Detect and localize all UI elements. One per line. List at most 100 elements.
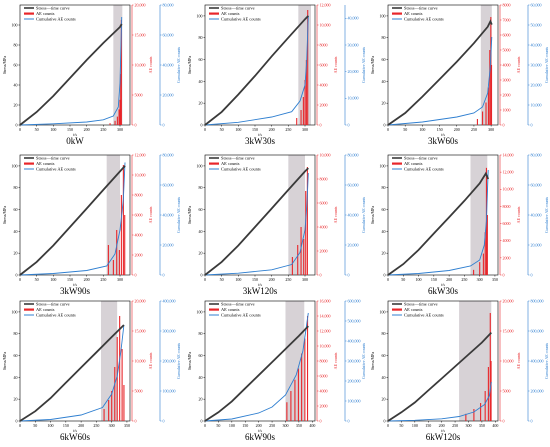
x-tick-label: 0	[387, 423, 389, 428]
x-tick-label: 100	[419, 127, 425, 132]
ae-bar-2	[480, 403, 482, 421]
x-axis-label: t/s	[441, 428, 445, 433]
stress-tick-label: 40	[14, 82, 18, 87]
ae-bar-3	[484, 391, 486, 421]
x-axis-label: t/s	[258, 132, 262, 137]
x-tick-label: 200	[78, 423, 84, 428]
ae-tick-label: 4000	[503, 238, 511, 243]
ae-bar-4	[301, 353, 303, 421]
chart-svg: 0 20 40 60 80 100 Stress/MPa 0 50 100 150 200 250 300…	[187, 298, 366, 442]
stress-tick-label: 80	[14, 331, 18, 336]
x-tick-label: 300	[465, 423, 471, 428]
stress-tick-label: 80	[14, 42, 18, 47]
x-tick-label: 150	[67, 127, 73, 132]
x-tick-label: 0	[387, 127, 389, 132]
cum-tick-label: 600,000	[348, 298, 361, 304]
cum-tick-label: 40,000	[348, 212, 359, 218]
ae-tick-label: 14,000	[320, 313, 331, 319]
failure-band	[459, 301, 492, 421]
cum-tick-label: 500,000	[348, 318, 361, 324]
ae-bar-6	[490, 361, 492, 421]
ae-tick-label: 2000	[503, 255, 511, 260]
stress-tick-label: 20	[14, 397, 18, 402]
ae-bar-6	[306, 316, 309, 421]
ae-bar-5	[490, 17, 492, 125]
cum-tick-label: 400,000	[163, 298, 176, 304]
cum-axis-label: Cumulative AE counts	[544, 46, 549, 83]
ae-tick-label: 3000	[503, 77, 511, 82]
x-tick-label: 150	[252, 127, 258, 132]
ae-bar-2	[116, 230, 118, 275]
ae-bar-1	[297, 245, 299, 275]
stress-tick-label: 40	[382, 79, 386, 84]
cum-tick-label: 100,000	[348, 398, 361, 404]
ae-tick-label: 0	[503, 122, 505, 127]
ae-tick-label: 10,000	[135, 358, 146, 364]
x-tick-label: 50	[401, 277, 405, 282]
x-tick-label: 50	[35, 127, 39, 132]
x-tick-label: 150	[67, 277, 73, 282]
stress-tick-label: 40	[199, 375, 203, 380]
stress-tick-label: 20	[199, 251, 203, 256]
cum-tick-label: 50,000	[531, 22, 542, 28]
cum-tick-label: 20,000	[531, 242, 542, 248]
x-tick-label: 350	[479, 423, 485, 428]
stress-tick-label: 20	[382, 101, 386, 106]
x-tick-label: 300	[477, 277, 483, 282]
stress-tick-label: 60	[14, 207, 18, 212]
ae-axis-label: AE counts	[516, 206, 521, 223]
x-tick-label: 50	[35, 277, 39, 282]
legend-ae-label: AE counts	[36, 11, 55, 16]
x-tick-label: 50	[399, 423, 403, 428]
stress-curve	[387, 171, 490, 276]
stress-tick-label: 100	[197, 13, 203, 18]
x-tick-label: 300	[117, 277, 123, 282]
legend-ae-swatch	[24, 12, 34, 15]
failure-band	[113, 5, 123, 125]
chart-svg: 0 20 40 60 80 100 Stress/MPa 0 50 100 150 200 250 300…	[370, 152, 549, 296]
stress-axis-label: Stress/MPa	[2, 56, 7, 74]
ae-tick-label: 0	[503, 272, 505, 277]
x-tick-label: 300	[302, 277, 308, 282]
legend-stress-label: Stress—time curve	[36, 156, 70, 161]
cum-tick-label: 600,000	[531, 328, 544, 334]
x-tick-label: 50	[403, 127, 407, 132]
x-tick-label: 200	[84, 127, 90, 132]
cum-tick-label: 400,000	[531, 358, 544, 364]
cum-tick-label: 40,000	[531, 212, 542, 218]
ae-axis-label: AE counts	[148, 206, 153, 223]
stress-tick-label: 20	[14, 251, 18, 256]
chart-svg: 0 20 40 60 80 100 Stress/MPa 0 50 100 150 200 250 300…	[370, 298, 549, 442]
legend-stress-label: Stress—time curve	[221, 302, 255, 307]
x-tick-label: 150	[425, 423, 431, 428]
ae-bar-4	[489, 50, 491, 125]
legend-ae-swatch	[392, 162, 402, 165]
cum-tick-label: 20,000	[163, 92, 174, 98]
x-tick-label: 150	[63, 423, 69, 428]
x-tick-label: 0	[204, 127, 206, 132]
panel-title: 0kW	[66, 136, 84, 146]
stress-tick-label: 0	[201, 418, 203, 423]
ae-bar-1	[482, 111, 484, 125]
cum-tick-label: 10,000	[531, 102, 542, 108]
cum-tick-label: 100,000	[163, 388, 176, 394]
ae-tick-label: 8000	[135, 192, 143, 197]
ae-tick-label: 12,000	[320, 328, 331, 334]
ae-tick-label: 2000	[320, 248, 328, 253]
legend-ae-swatch	[24, 308, 34, 311]
panel-title: 6kW120s	[426, 432, 461, 442]
cum-tick-label: 200,000	[531, 388, 544, 394]
ae-bar-3	[114, 367, 116, 421]
ae-tick-label: 20,000	[135, 2, 146, 8]
x-tick-label: 350	[492, 277, 498, 282]
cum-axis-label: Cumulative AE counts	[176, 342, 181, 379]
cum-tick-label: 0	[163, 272, 165, 277]
ae-tick-label: 0	[503, 418, 505, 423]
stress-tick-label: 60	[199, 57, 203, 62]
ae-tick-label: 8000	[503, 204, 511, 209]
x-tick-label: 0	[19, 423, 21, 428]
x-axis-label: t/s	[73, 132, 77, 137]
legend-ae-label: AE counts	[404, 11, 423, 16]
ae-bar-3	[303, 239, 305, 275]
